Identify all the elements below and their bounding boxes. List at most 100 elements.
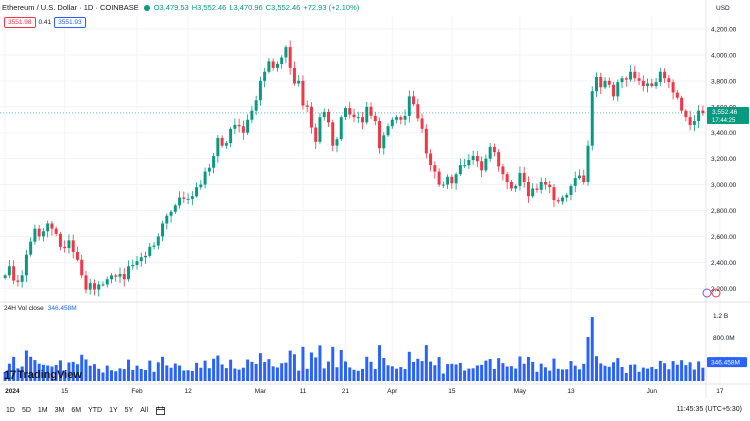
volume-bar <box>373 369 377 381</box>
time-tick-label: Jun <box>647 388 658 395</box>
volume-bar <box>378 345 382 381</box>
candle-body <box>67 240 71 249</box>
volume-bar <box>365 356 369 381</box>
candle-body <box>101 284 105 286</box>
volume-bar <box>7 363 11 381</box>
candle-body <box>569 185 573 195</box>
candle-body <box>148 246 152 256</box>
candle-body <box>420 118 424 129</box>
range-all-button[interactable]: All <box>140 407 149 414</box>
volume-bar <box>309 352 313 381</box>
range-1y-button[interactable]: 1Y <box>109 407 118 414</box>
range-1d-button[interactable]: 1D <box>6 407 15 414</box>
volume-bar <box>292 354 296 381</box>
candle-body <box>233 124 237 129</box>
candle-body <box>241 126 245 133</box>
range-1m-button[interactable]: 1M <box>37 407 48 414</box>
time-tick-label: 17 <box>716 388 724 395</box>
volume-bar <box>484 360 488 381</box>
time-tick-label: 21 <box>342 388 350 395</box>
volume-bar <box>114 371 118 381</box>
volume-bar <box>535 371 539 381</box>
time-tick-label: May <box>514 388 527 395</box>
range-5d-button[interactable]: 5D <box>21 407 31 414</box>
candle-body <box>607 80 611 85</box>
time-tick-label: 15 <box>61 388 69 395</box>
candle-body <box>395 117 399 120</box>
volume-bar <box>446 364 450 381</box>
candle-body <box>182 197 186 199</box>
candle-body <box>54 228 58 234</box>
chart[interactable]: 2,200.00 2,400.00 2,600.00 2,800.00 3,000.00… <box>0 0 750 400</box>
candle-body <box>152 245 156 247</box>
candle-body <box>560 197 564 202</box>
volume-bar <box>3 371 7 381</box>
volume-bar <box>671 361 675 381</box>
sell-price-button[interactable]: 3551.98 <box>4 17 36 28</box>
volume-bar <box>578 369 581 381</box>
volume-bar <box>573 365 577 381</box>
time-tick-label: 12 <box>184 388 192 395</box>
candle-body <box>612 84 616 97</box>
buy-price-button[interactable]: 3551.93 <box>54 17 86 28</box>
range-ytd-button[interactable]: YTD <box>88 407 103 414</box>
candle-body <box>509 181 513 189</box>
volume-bar <box>173 363 177 381</box>
candle-body <box>671 82 675 93</box>
volume-legend-label[interactable]: 24H Vol close <box>4 305 44 312</box>
range-3m-button[interactable]: 3M <box>54 407 65 414</box>
candle-body <box>50 223 54 229</box>
volume-bar <box>322 368 326 381</box>
clock-timezone[interactable]: 11:45:35 (UTC+5:30) <box>676 406 742 413</box>
volume-bar <box>331 346 335 381</box>
price-tick-label: 3,000.00 <box>711 182 737 189</box>
market-status-icon <box>143 4 150 11</box>
volume-bar <box>603 365 607 381</box>
candle-body <box>667 78 671 83</box>
range-5y-button[interactable]: 5Y <box>124 407 134 414</box>
candle-body <box>229 128 233 144</box>
candle-body <box>378 121 382 149</box>
volume-bar <box>12 356 16 381</box>
candle-body <box>24 254 28 276</box>
tradingview-logo-mark: 17 <box>4 368 16 382</box>
candle-body <box>535 188 539 190</box>
candle-body <box>590 91 594 146</box>
volume-bar <box>92 364 96 381</box>
volume-bar <box>467 368 471 381</box>
candle-body <box>339 117 343 140</box>
ohlc-open: O3,479.53 <box>153 3 189 12</box>
volume-bar <box>629 364 633 381</box>
volume-bar <box>595 356 598 381</box>
volume-bar <box>118 368 122 381</box>
candle-body <box>275 63 279 68</box>
volume-bar <box>318 345 322 381</box>
spread-value: 0.41 <box>38 19 52 26</box>
candle-body <box>595 76 598 92</box>
candle-body <box>552 187 556 201</box>
volume-bar <box>437 357 441 381</box>
range-6m-button[interactable]: 6M <box>71 407 82 414</box>
candle-body <box>603 80 607 88</box>
candle-body <box>20 275 24 282</box>
symbol-title[interactable]: Ethereum / U.S. Dollar · 1D · COINBASE <box>2 3 139 12</box>
volume-bar <box>684 365 688 381</box>
candle-body <box>203 171 207 185</box>
candle-body <box>492 146 496 153</box>
candle-body <box>390 119 394 127</box>
candle-body <box>416 104 420 119</box>
volume-bar <box>348 367 352 381</box>
chart-settings-icons[interactable] <box>702 288 722 298</box>
volume-bar <box>382 358 386 381</box>
volume-bar <box>263 362 267 381</box>
volume-bar <box>688 362 692 381</box>
candle-body <box>599 76 603 88</box>
time-tick-label: Mar <box>255 388 267 395</box>
volume-bar <box>122 369 126 381</box>
candle-body <box>139 257 143 262</box>
tradingview-logo[interactable]: 17 TradingView <box>4 368 82 382</box>
calendar-icon[interactable] <box>156 406 165 415</box>
candle-body <box>361 117 364 123</box>
volume-bar <box>229 359 233 381</box>
alert-icon <box>711 288 721 298</box>
